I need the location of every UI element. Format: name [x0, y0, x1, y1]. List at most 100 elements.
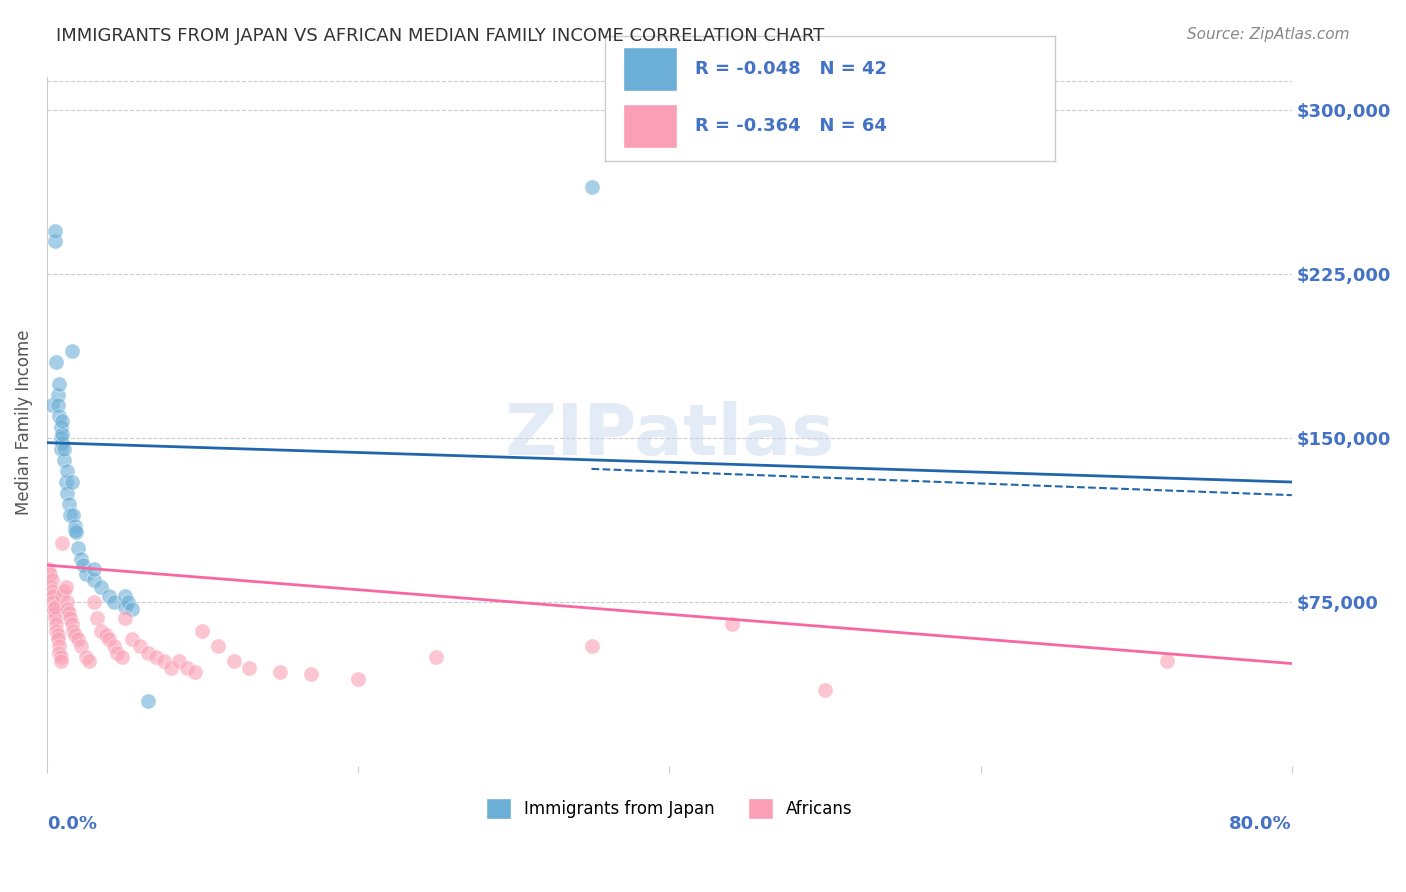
Point — [42, 589, 65, 603]
Text: R = -0.364   N = 64: R = -0.364 N = 64 — [695, 117, 886, 135]
Point — [53, 442, 76, 457]
Point — [56, 602, 79, 616]
Point — [814, 682, 837, 697]
Point — [51, 589, 73, 603]
Point — [46, 632, 69, 647]
Point — [720, 617, 742, 632]
Point — [51, 536, 73, 550]
Point — [222, 654, 245, 668]
Point — [45, 355, 67, 369]
Point — [103, 639, 125, 653]
Point — [66, 632, 89, 647]
Point — [45, 624, 67, 638]
Point — [44, 223, 66, 237]
Point — [58, 606, 80, 620]
Point — [39, 566, 62, 581]
Point — [65, 525, 87, 540]
Point — [55, 580, 77, 594]
Point — [94, 628, 117, 642]
Point — [49, 442, 72, 457]
Point — [49, 420, 72, 434]
Point — [53, 584, 76, 599]
Point — [114, 610, 136, 624]
Text: 0.0%: 0.0% — [46, 814, 97, 832]
Text: ZIPatlas: ZIPatlas — [505, 401, 834, 470]
Point — [48, 376, 70, 391]
Point — [191, 624, 214, 638]
Legend: Immigrants from Japan, Africans: Immigrants from Japan, Africans — [478, 790, 862, 827]
Point — [136, 646, 159, 660]
Point — [41, 399, 63, 413]
Point — [83, 574, 105, 588]
Point — [75, 566, 97, 581]
Point — [37, 562, 59, 576]
Point — [83, 595, 105, 609]
Point — [160, 661, 183, 675]
Point — [63, 518, 86, 533]
Text: R = -0.048   N = 42: R = -0.048 N = 42 — [695, 61, 887, 78]
Point — [90, 580, 112, 594]
Point — [51, 426, 73, 441]
Point — [46, 628, 69, 642]
Point — [60, 343, 83, 358]
Y-axis label: Median Family Income: Median Family Income — [15, 329, 32, 515]
Point — [59, 610, 82, 624]
Point — [42, 595, 65, 609]
Point — [59, 508, 82, 522]
Point — [49, 650, 72, 665]
Point — [425, 650, 447, 665]
Point — [44, 606, 66, 620]
Point — [581, 639, 603, 653]
Point — [238, 661, 260, 675]
Point — [62, 508, 84, 522]
Point — [60, 475, 83, 489]
Point — [49, 431, 72, 445]
Point — [77, 654, 100, 668]
Point — [129, 639, 152, 653]
Point — [45, 617, 67, 632]
Point — [44, 599, 66, 614]
Bar — [623, 104, 676, 148]
Point — [136, 694, 159, 708]
Point — [299, 667, 322, 681]
Point — [46, 387, 69, 401]
Point — [63, 523, 86, 537]
Point — [114, 599, 136, 614]
Text: 80.0%: 80.0% — [1229, 814, 1292, 832]
Point — [48, 639, 70, 653]
Point — [98, 589, 121, 603]
Point — [62, 624, 84, 638]
Point — [58, 497, 80, 511]
Point — [98, 632, 121, 647]
Point — [103, 595, 125, 609]
Point — [49, 654, 72, 668]
Point — [110, 650, 132, 665]
Point — [581, 179, 603, 194]
Point — [55, 475, 77, 489]
Point — [269, 665, 291, 680]
Point — [72, 558, 94, 573]
Point — [51, 435, 73, 450]
Point — [56, 486, 79, 500]
Point — [66, 541, 89, 555]
Point — [83, 562, 105, 576]
Point — [70, 639, 93, 653]
Point — [75, 650, 97, 665]
Point — [347, 672, 370, 686]
Point — [117, 595, 139, 609]
Point — [41, 574, 63, 588]
Point — [167, 654, 190, 668]
Point — [145, 650, 167, 665]
Point — [114, 589, 136, 603]
Point — [207, 639, 229, 653]
Point — [46, 399, 69, 413]
Bar — [623, 47, 676, 91]
Point — [42, 602, 65, 616]
Point — [44, 235, 66, 249]
Point — [41, 584, 63, 599]
Point — [176, 661, 198, 675]
Point — [56, 595, 79, 609]
Text: IMMIGRANTS FROM JAPAN VS AFRICAN MEDIAN FAMILY INCOME CORRELATION CHART: IMMIGRANTS FROM JAPAN VS AFRICAN MEDIAN … — [56, 27, 824, 45]
Point — [152, 654, 174, 668]
Point — [121, 632, 143, 647]
